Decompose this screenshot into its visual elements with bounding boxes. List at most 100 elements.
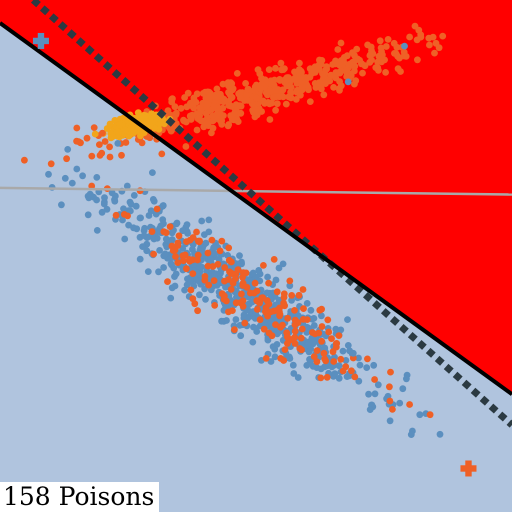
data-point: [277, 59, 285, 67]
data-point: [112, 211, 120, 219]
data-point: [100, 200, 108, 208]
data-point: [342, 357, 350, 364]
data-point: [187, 286, 195, 294]
data-point: [386, 417, 394, 425]
data-point: [298, 346, 305, 354]
data-point: [339, 347, 347, 355]
plus-bar-vertical: [465, 460, 472, 477]
data-point: [310, 315, 318, 322]
data-point: [368, 56, 375, 64]
data-point: [361, 62, 369, 70]
data-point: [306, 98, 314, 105]
data-point: [332, 325, 340, 333]
data-point: [229, 85, 237, 93]
data-point: [137, 132, 144, 140]
data-point: [181, 286, 189, 294]
data-point: [123, 182, 131, 190]
data-point: [311, 330, 319, 338]
data-point: [328, 335, 335, 342]
data-point: [282, 100, 290, 108]
data-point: [291, 68, 298, 76]
data-point: [249, 269, 257, 277]
data-point: [194, 251, 202, 259]
data-point: [196, 291, 203, 299]
data-point: [254, 66, 262, 73]
data-point: [122, 126, 129, 134]
data-point: [121, 235, 129, 243]
data-point: [352, 77, 360, 85]
data-point: [225, 256, 233, 264]
data-point: [262, 308, 269, 316]
data-point: [84, 211, 92, 219]
data-point: [376, 37, 384, 45]
data-point: [73, 137, 80, 145]
data-point: [403, 375, 410, 383]
data-point: [218, 317, 226, 325]
data-point: [290, 370, 298, 377]
data-point: [370, 361, 378, 369]
data-point: [172, 270, 180, 278]
data-point: [259, 294, 267, 301]
data-point: [330, 358, 338, 365]
data-point: [260, 262, 267, 269]
data-point: [210, 102, 218, 110]
data-point: [193, 90, 201, 98]
data-point: [310, 353, 318, 360]
data-point: [371, 390, 379, 398]
data-point: [417, 31, 425, 39]
data-point: [130, 192, 138, 199]
data-point: [260, 325, 268, 333]
data-point: [237, 109, 245, 117]
data-point: [281, 346, 289, 353]
data-point: [249, 106, 257, 114]
data-point: [58, 201, 65, 209]
data-point: [303, 81, 311, 89]
data-point: [368, 47, 375, 54]
data-point: [355, 354, 362, 362]
data-point: [177, 105, 185, 112]
data-point: [316, 306, 324, 314]
data-point: [320, 73, 327, 81]
data-point: [93, 196, 100, 204]
data-point: [180, 116, 187, 124]
data-point: [399, 385, 407, 393]
data-point: [310, 322, 318, 329]
data-point: [396, 399, 404, 407]
data-point: [198, 217, 206, 225]
data-point: [344, 78, 352, 86]
data-point: [336, 69, 344, 77]
data-point: [322, 357, 330, 365]
data-point: [201, 273, 209, 280]
data-point: [287, 88, 294, 96]
data-point: [149, 169, 156, 177]
data-point: [414, 56, 421, 64]
data-point: [253, 306, 261, 313]
data-point: [435, 44, 443, 52]
data-point: [320, 349, 328, 357]
data-point: [113, 128, 121, 136]
data-point: [318, 323, 326, 330]
data-point: [324, 316, 332, 324]
data-point: [210, 277, 218, 284]
data-point: [268, 99, 276, 107]
data-point: [295, 291, 303, 299]
data-point: [267, 358, 275, 365]
data-point: [276, 76, 283, 83]
data-point: [162, 229, 170, 237]
data-point: [386, 383, 393, 391]
data-point: [204, 249, 212, 257]
data-point: [237, 299, 244, 307]
data-point: [231, 326, 238, 333]
data-point: [204, 88, 212, 96]
data-point: [337, 326, 345, 334]
data-point: [277, 323, 284, 331]
data-point: [195, 277, 203, 285]
data-point: [239, 282, 247, 289]
data-point: [88, 182, 96, 190]
data-point: [335, 362, 343, 370]
data-point: [316, 80, 323, 87]
data-point: [175, 232, 183, 240]
data-point: [300, 305, 307, 312]
data-point: [249, 338, 257, 346]
